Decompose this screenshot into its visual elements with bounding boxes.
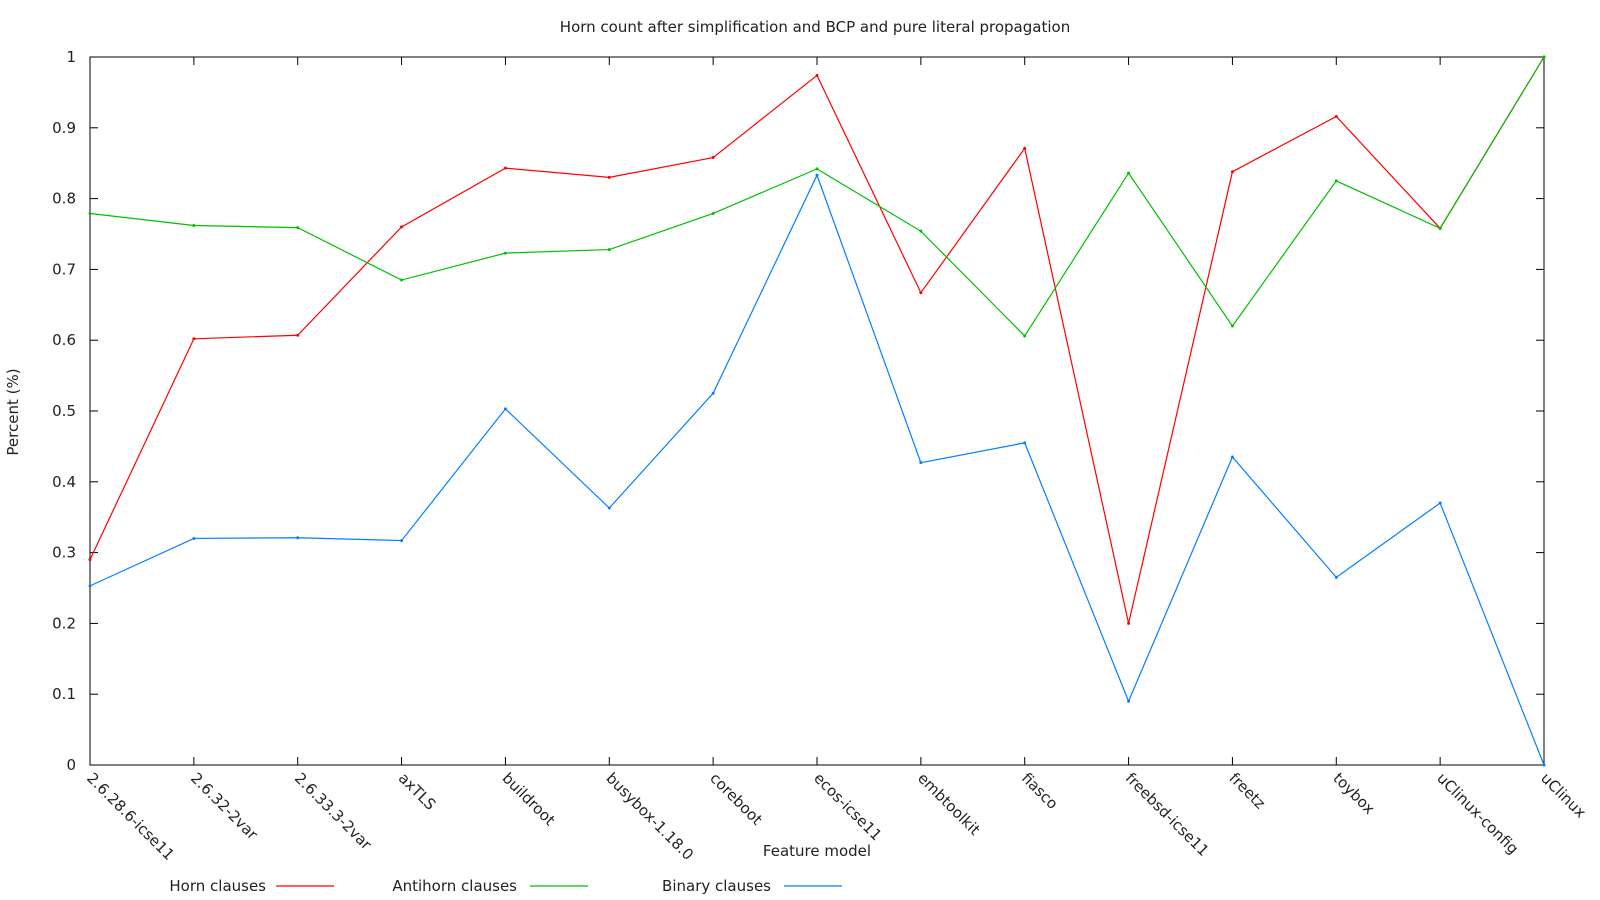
data-point-binary-clauses (1230, 455, 1234, 459)
data-point-binary-clauses (1542, 763, 1546, 767)
x-tick-label: freetz (1226, 769, 1269, 812)
y-tick-label: 0.4 (52, 473, 76, 491)
x-tick-label: freebsd-icse11 (1122, 769, 1213, 860)
data-point-horn-clauses (192, 337, 196, 341)
data-point-binary-clauses (400, 539, 404, 543)
data-point-horn-clauses (88, 558, 92, 562)
data-point-binary-clauses (1334, 575, 1338, 579)
data-point-antihorn-clauses (192, 224, 196, 228)
data-point-horn-clauses (607, 175, 611, 179)
data-point-binary-clauses (296, 536, 300, 540)
data-point-antihorn-clauses (607, 248, 611, 252)
y-axis: 0 0.1 0.2 0.3 0.4 0.5 0.6 0.7 0.8 0.9 1 (52, 48, 1544, 774)
data-point-binary-clauses (607, 506, 611, 510)
x-axis: 2.6.28.6-icse11 2.6.32-2var 2.6.33.3-2var a… (83, 57, 1590, 864)
data-point-binary-clauses (1127, 699, 1131, 703)
data-point-antihorn-clauses (1230, 324, 1234, 328)
data-point-horn-clauses (400, 225, 404, 229)
data-point-antihorn-clauses (815, 167, 819, 171)
data-point-antihorn-clauses (296, 226, 300, 230)
data-point-antihorn-clauses (1334, 179, 1338, 183)
x-tick-label: toybox (1329, 769, 1378, 818)
x-tick-label: 2.6.28.6-icse11 (83, 769, 178, 864)
data-point-horn-clauses (1023, 146, 1027, 150)
y-tick-label: 0.2 (52, 614, 76, 632)
x-axis-title: Feature model (763, 842, 871, 860)
data-point-antihorn-clauses (711, 211, 715, 215)
y-tick-label: 0.8 (52, 190, 76, 208)
data-point-antihorn-clauses (919, 229, 923, 233)
data-point-binary-clauses (503, 407, 507, 411)
data-point-binary-clauses (815, 173, 819, 177)
data-point-horn-clauses (296, 333, 300, 337)
y-tick-label: 0.3 (52, 544, 76, 562)
data-point-horn-clauses (815, 73, 819, 77)
data-point-horn-clauses (1127, 621, 1131, 625)
data-point-antihorn-clauses (1023, 334, 1027, 338)
data-point-binary-clauses (88, 584, 92, 588)
data-point-horn-clauses (919, 291, 923, 295)
legend: Horn clauses Antihorn clauses Binary claus… (169, 877, 842, 895)
data-point-antihorn-clauses (88, 211, 92, 215)
x-tick-label: uClinux-config (1433, 769, 1522, 858)
x-tick-label: axTLS (395, 769, 440, 814)
data-point-binary-clauses (192, 536, 196, 540)
data-point-horn-clauses (1230, 170, 1234, 174)
data-point-horn-clauses (503, 166, 507, 170)
y-tick-label: 0.5 (52, 402, 76, 420)
legend-label-horn-clauses: Horn clauses (169, 877, 266, 895)
data-point-horn-clauses (1334, 114, 1338, 118)
x-tick-label: fiasco (1018, 769, 1062, 813)
y-tick-label: 0 (66, 756, 76, 774)
data-point-binary-clauses (1438, 501, 1442, 505)
y-tick-label: 1 (66, 48, 76, 66)
x-tick-label: buildroot (499, 769, 559, 829)
data-point-antihorn-clauses (503, 251, 507, 255)
y-tick-label: 0.9 (52, 119, 76, 137)
x-tick-label: embtoolkit (914, 769, 984, 839)
x-tick-label: uClinux (1537, 769, 1590, 822)
data-point-horn-clauses (711, 156, 715, 160)
x-tick-label: coreboot (706, 769, 766, 829)
data-point-antihorn-clauses (1127, 171, 1131, 175)
y-axis-title: Percent (%) (4, 368, 22, 455)
series-line-binary-clauses (89, 173, 1545, 766)
y-tick-label: 0.7 (52, 260, 76, 278)
x-tick-label: busybox-1.18.0 (602, 769, 697, 864)
x-tick-label: 2.6.33.3-2var (291, 769, 376, 854)
series-layer (88, 55, 1546, 767)
data-point-antihorn-clauses (400, 278, 404, 282)
data-point-antihorn-clauses (1542, 55, 1546, 59)
legend-label-binary-clauses: Binary clauses (662, 877, 771, 895)
data-point-binary-clauses (711, 391, 715, 395)
x-tick-label: 2.6.32-2var (187, 769, 262, 844)
series-line-antihorn-clauses (89, 56, 1545, 337)
chart-title: Horn count after simplification and BCP … (560, 18, 1070, 36)
x-tick-label: ecos-icse11 (810, 769, 885, 844)
plot-frame (89, 56, 1545, 766)
y-tick-label: 0.6 (52, 331, 76, 349)
data-point-binary-clauses (919, 461, 923, 465)
legend-label-antihorn-clauses: Antihorn clauses (392, 877, 517, 895)
y-tick-label: 0.1 (52, 685, 76, 703)
data-point-antihorn-clauses (1438, 226, 1442, 230)
data-point-binary-clauses (1023, 441, 1027, 445)
